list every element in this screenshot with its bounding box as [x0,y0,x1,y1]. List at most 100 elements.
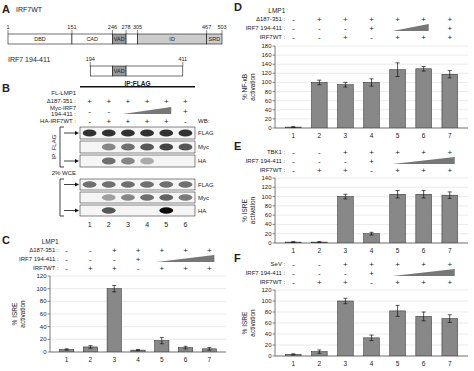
header-bar [80,86,195,88]
domain [112,66,126,76]
condition-sign: - [318,33,321,42]
condition-sign: + [343,33,348,42]
bar [338,85,354,128]
band [179,207,193,214]
bar [338,197,354,243]
tick-label: 1 [6,24,9,30]
condition-sign: + [421,15,426,24]
tick-mark [8,30,9,34]
tick-mark [112,30,113,34]
tick-label: 120 [261,184,272,190]
tick-label: 246 [108,24,117,30]
condition-sign: + [183,264,188,273]
domain [126,66,183,76]
x-tick-label: 2 [318,247,322,254]
error-bar [370,335,374,341]
x-tick-label: 2 [318,132,322,139]
bracket [60,179,64,216]
bar [131,350,145,352]
condition-sign: - [318,157,321,166]
grid-line [275,290,468,291]
annotation: WB: [198,118,210,124]
tick-label: 140 [261,175,272,181]
condition-sign: + [164,97,169,106]
label-line: % ISRE [241,198,248,221]
domain [8,34,72,44]
band [140,143,154,150]
panel-letter: E [234,140,241,152]
condition-sign: + [112,246,117,255]
condition-sign: + [183,97,188,106]
bar [364,82,380,128]
condition-sign: + [395,148,400,157]
condition-sign: + [145,117,150,126]
tick-label: 80 [40,298,47,304]
tick-label: 503 [217,24,226,30]
condition-sign: - [292,15,295,24]
bar [390,311,406,356]
arrow-head [75,159,79,163]
condition-sign: + [395,260,400,269]
condition-sign: + [207,264,212,273]
domain [138,34,207,44]
y-axis-label: % ISREactivation [11,300,26,328]
condition-sign: + [447,33,452,42]
condition-sign: + [395,33,400,42]
label-line: 194-411 : [51,111,76,117]
tick-label: 180 [261,43,272,49]
condition-sign: - [88,107,91,116]
error-bar [343,194,347,199]
band [83,181,97,188]
band [121,157,135,164]
condition-sign: + [317,278,322,287]
x-tick-label: 5 [396,360,400,367]
condition-sign: + [369,24,374,33]
condition-sign: + [421,148,426,157]
label-line: % ISRE [11,302,18,325]
condition-sign: + [395,15,400,24]
error-bar [396,191,400,198]
condition-sign: + [421,260,426,269]
tick-label: 0 [268,240,272,246]
band [121,129,135,136]
tick-label: 80 [265,309,272,315]
group-label: 2% WCE [52,170,76,176]
tick-label: 100 [261,79,272,85]
condition-sign: + [183,107,188,116]
tick-mark [273,323,276,324]
x-tick-label: 4 [136,356,140,363]
arrow [64,210,76,211]
tick-mark [273,187,276,188]
blot-strip [80,179,195,190]
bar [312,82,328,128]
domain [112,34,126,44]
tick-mark [273,196,276,197]
condition-label: HA-IRF7WT : [40,118,76,124]
tick-label: 20 [265,116,272,122]
axis-line [50,276,51,352]
bar [338,301,354,356]
condition-label: IRF7WT : [260,167,286,173]
band [159,157,173,164]
x-tick-label: 6 [422,247,426,254]
tick-mark [273,356,276,357]
error-bar [422,312,426,321]
condition-sign: + [343,148,348,157]
dose-ramp [393,24,429,31]
condition-sign: + [136,255,141,264]
error-bar [207,348,211,351]
tick-mark [48,339,51,340]
arrow-head [75,183,79,187]
x-tick-label: 1 [291,360,295,367]
tick-label: 411 [178,56,187,62]
figure: AIRF7WTDBDCADVADIDSRD1151246278305467503… [0,0,474,371]
condition-sign: - [65,255,68,264]
bar [416,316,432,356]
blot-label: Myc [198,195,209,201]
condition-sign: + [126,117,131,126]
domain [72,34,112,44]
label-line: % ISRE [241,311,248,334]
band [159,129,173,136]
label-line: activation [248,73,255,101]
x-tick-label: 6 [422,132,426,139]
